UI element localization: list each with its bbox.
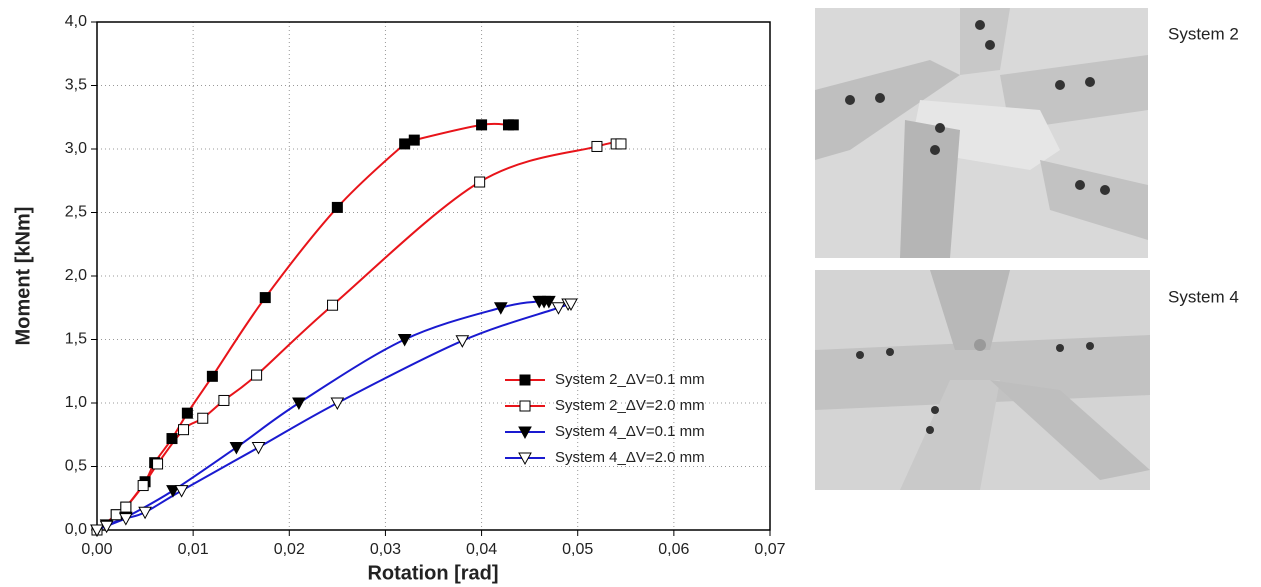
marker — [456, 336, 468, 347]
series-line — [97, 301, 549, 530]
y-tick-label: 3,0 — [65, 140, 87, 157]
marker — [176, 486, 188, 497]
y-tick-label: 0,0 — [65, 521, 87, 538]
marker — [153, 459, 163, 469]
x-tick-label: 0,03 — [370, 541, 401, 558]
marker — [138, 481, 148, 491]
x-tick-label: 0,00 — [81, 541, 112, 558]
y-axis-title: Moment [kNm] — [12, 207, 34, 346]
marker — [121, 502, 131, 512]
marker — [475, 177, 485, 187]
series-line — [97, 143, 621, 530]
marker — [139, 507, 151, 518]
marker — [182, 408, 192, 418]
y-tick-label: 0,5 — [65, 458, 87, 475]
page: {"chart_data": {"type": "line", "xlabel"… — [0, 0, 1261, 587]
legend-marker — [520, 401, 530, 411]
y-tick-label: 1,5 — [65, 331, 87, 348]
x-tick-label: 0,05 — [562, 541, 593, 558]
marker — [230, 442, 242, 453]
x-tick-label: 0,01 — [178, 541, 209, 558]
marker — [592, 141, 602, 151]
marker — [293, 398, 305, 409]
x-tick-label: 0,07 — [754, 541, 785, 558]
legend-marker — [520, 375, 530, 385]
marker — [179, 425, 189, 435]
legend-label: System 2_ΔV=2.0 mm — [555, 397, 705, 414]
legend-label: System 4_ΔV=0.1 mm — [555, 423, 705, 440]
x-tick-label: 0,06 — [658, 541, 689, 558]
marker — [111, 510, 121, 520]
series-line — [97, 304, 571, 530]
marker — [332, 202, 342, 212]
marker — [399, 335, 411, 346]
marker — [219, 395, 229, 405]
x-axis-title: Rotation [rad] — [367, 562, 498, 584]
marker — [477, 120, 487, 130]
photo-system-4 — [815, 270, 1150, 490]
marker — [616, 139, 626, 149]
panel-label: System 2 — [1168, 24, 1239, 43]
figure: System 2 System 4 Rotation [rad] Moment … — [0, 0, 1261, 587]
legend-label: System 4_ΔV=2.0 mm — [555, 449, 705, 466]
x-tick-label: 0,02 — [274, 541, 305, 558]
panel-label: System 4 — [1168, 287, 1239, 306]
y-tick-label: 2,0 — [65, 267, 87, 284]
marker — [400, 139, 410, 149]
marker — [409, 135, 419, 145]
y-tick-label: 3,5 — [65, 77, 87, 94]
x-tick-label: 0,04 — [466, 541, 497, 558]
marker — [198, 413, 208, 423]
marker — [207, 371, 217, 381]
marker — [260, 293, 270, 303]
y-tick-label: 4,0 — [65, 13, 87, 30]
legend-label: System 2_ΔV=0.1 mm — [555, 371, 705, 388]
marker — [252, 370, 262, 380]
marker — [508, 120, 518, 130]
photo-system-2 — [815, 8, 1148, 258]
marker — [253, 442, 265, 453]
marker — [167, 434, 177, 444]
y-tick-label: 2,5 — [65, 204, 87, 221]
y-tick-label: 1,0 — [65, 394, 87, 411]
marker — [328, 300, 338, 310]
